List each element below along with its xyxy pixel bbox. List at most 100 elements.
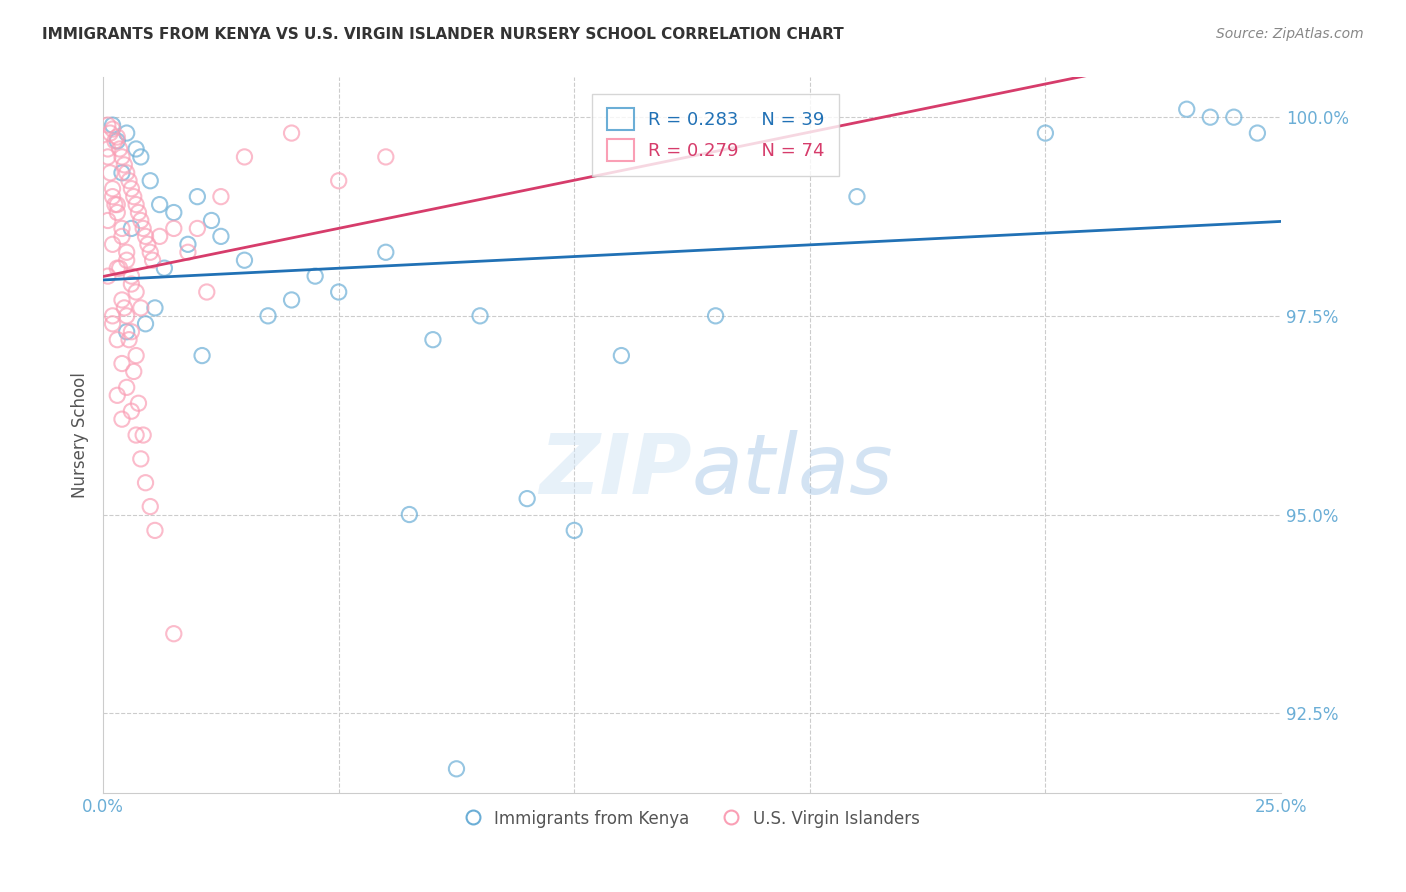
Point	[111, 229, 134, 244]
Point	[186, 221, 208, 235]
Point	[97, 150, 120, 164]
Point	[195, 285, 218, 299]
Point	[115, 126, 138, 140]
Point	[516, 491, 538, 506]
Point	[112, 158, 135, 172]
Point	[115, 253, 138, 268]
Point	[845, 189, 868, 203]
Point	[304, 269, 326, 284]
Point	[97, 118, 120, 132]
Point	[135, 317, 157, 331]
Point	[374, 245, 396, 260]
Point	[127, 396, 149, 410]
Point	[125, 428, 148, 442]
Point	[149, 229, 172, 244]
Point	[105, 197, 128, 211]
Point	[111, 412, 134, 426]
Point	[111, 150, 134, 164]
Point	[446, 762, 468, 776]
Point	[125, 197, 148, 211]
Point	[115, 380, 138, 394]
Point	[97, 213, 120, 227]
Point	[422, 333, 444, 347]
Point	[136, 237, 159, 252]
Point	[704, 309, 727, 323]
Point	[163, 221, 186, 235]
Point	[115, 325, 138, 339]
Point	[115, 166, 138, 180]
Point	[191, 349, 214, 363]
Point	[108, 261, 131, 276]
Point	[135, 229, 157, 244]
Point	[177, 245, 200, 260]
Point	[280, 293, 302, 307]
Point	[105, 205, 128, 219]
Point	[101, 189, 124, 203]
Text: Source: ZipAtlas.com: Source: ZipAtlas.com	[1216, 27, 1364, 41]
Point	[122, 364, 145, 378]
Point	[105, 261, 128, 276]
Point	[101, 122, 124, 136]
Point	[98, 166, 121, 180]
Point	[97, 142, 120, 156]
Point	[610, 349, 633, 363]
Point	[209, 229, 232, 244]
Point	[398, 508, 420, 522]
Point	[139, 174, 162, 188]
Point	[111, 357, 134, 371]
Point	[120, 277, 142, 291]
Point	[233, 150, 256, 164]
Point	[149, 197, 172, 211]
Point	[139, 245, 162, 260]
Point	[280, 126, 302, 140]
Point	[139, 500, 162, 514]
Legend: Immigrants from Kenya, U.S. Virgin Islanders: Immigrants from Kenya, U.S. Virgin Islan…	[457, 803, 927, 834]
Point	[200, 213, 222, 227]
Point	[129, 150, 152, 164]
Point	[177, 237, 200, 252]
Point	[120, 325, 142, 339]
Point	[153, 261, 176, 276]
Point	[186, 189, 208, 203]
Point	[105, 130, 128, 145]
Point	[1246, 126, 1268, 140]
Point	[1199, 110, 1222, 124]
Point	[125, 142, 148, 156]
Point	[143, 524, 166, 538]
Point	[101, 182, 124, 196]
Text: atlas: atlas	[692, 430, 894, 511]
Point	[98, 126, 121, 140]
Point	[101, 317, 124, 331]
Point	[132, 428, 155, 442]
Point	[468, 309, 491, 323]
Point	[104, 134, 127, 148]
Point	[120, 221, 142, 235]
Point	[132, 221, 155, 235]
Point	[142, 253, 165, 268]
Point	[328, 285, 350, 299]
Point	[233, 253, 256, 268]
Point	[1035, 126, 1057, 140]
Point	[105, 388, 128, 402]
Point	[111, 166, 134, 180]
Text: IMMIGRANTS FROM KENYA VS U.S. VIRGIN ISLANDER NURSERY SCHOOL CORRELATION CHART: IMMIGRANTS FROM KENYA VS U.S. VIRGIN ISL…	[42, 27, 844, 42]
Point	[111, 221, 134, 235]
Point	[562, 524, 585, 538]
Point	[120, 404, 142, 418]
Point	[115, 245, 138, 260]
Point	[101, 118, 124, 132]
Point	[209, 189, 232, 203]
Text: ZIP: ZIP	[540, 430, 692, 511]
Point	[125, 349, 148, 363]
Point	[118, 333, 141, 347]
Point	[104, 197, 127, 211]
Point	[163, 626, 186, 640]
Point	[97, 269, 120, 284]
Point	[118, 174, 141, 188]
Point	[108, 142, 131, 156]
Point	[328, 174, 350, 188]
Point	[143, 301, 166, 315]
Point	[112, 301, 135, 315]
Point	[120, 269, 142, 284]
Point	[120, 182, 142, 196]
